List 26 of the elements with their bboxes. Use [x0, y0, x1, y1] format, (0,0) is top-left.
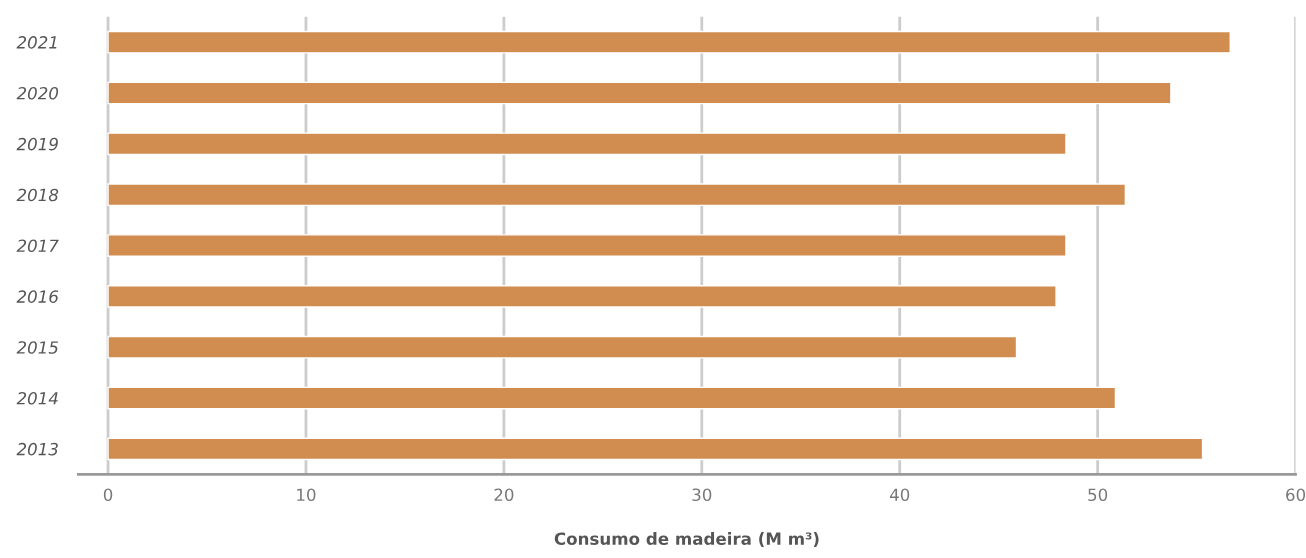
y-tick-label: 2018 [16, 188, 59, 202]
x-tick-label: 50 [1088, 488, 1108, 502]
y-tick-label: 2014 [16, 392, 58, 405]
x-tick-label: 20 [494, 488, 514, 502]
bar [107, 437, 1204, 461]
x-tick-label: 30 [692, 488, 712, 502]
y-tick-label: 2019 [16, 137, 58, 151]
y-tick-label: 2017 [16, 239, 59, 253]
bar [107, 234, 1067, 257]
bar [107, 81, 1172, 105]
bar [107, 284, 1057, 308]
bar [107, 30, 1231, 54]
bar [107, 386, 1117, 410]
y-tick-label: 2016 [16, 290, 59, 303]
y-tick-label: 2015 [16, 341, 58, 354]
x-tick-label: 10 [297, 488, 316, 502]
x-tick-label: 40 [889, 488, 910, 502]
x-tick-label: 0 [103, 488, 113, 502]
bar [107, 335, 1018, 359]
x-axis-title: Consumo de madeira (M m³) [554, 532, 819, 547]
bar [107, 183, 1127, 207]
y-tick-label: 2013 [16, 442, 58, 456]
y-tick-label: 2020 [16, 86, 59, 100]
x-tick-label: 60 [1286, 488, 1306, 502]
bar [107, 132, 1067, 156]
y-tick-label: 2021 [16, 36, 57, 49]
